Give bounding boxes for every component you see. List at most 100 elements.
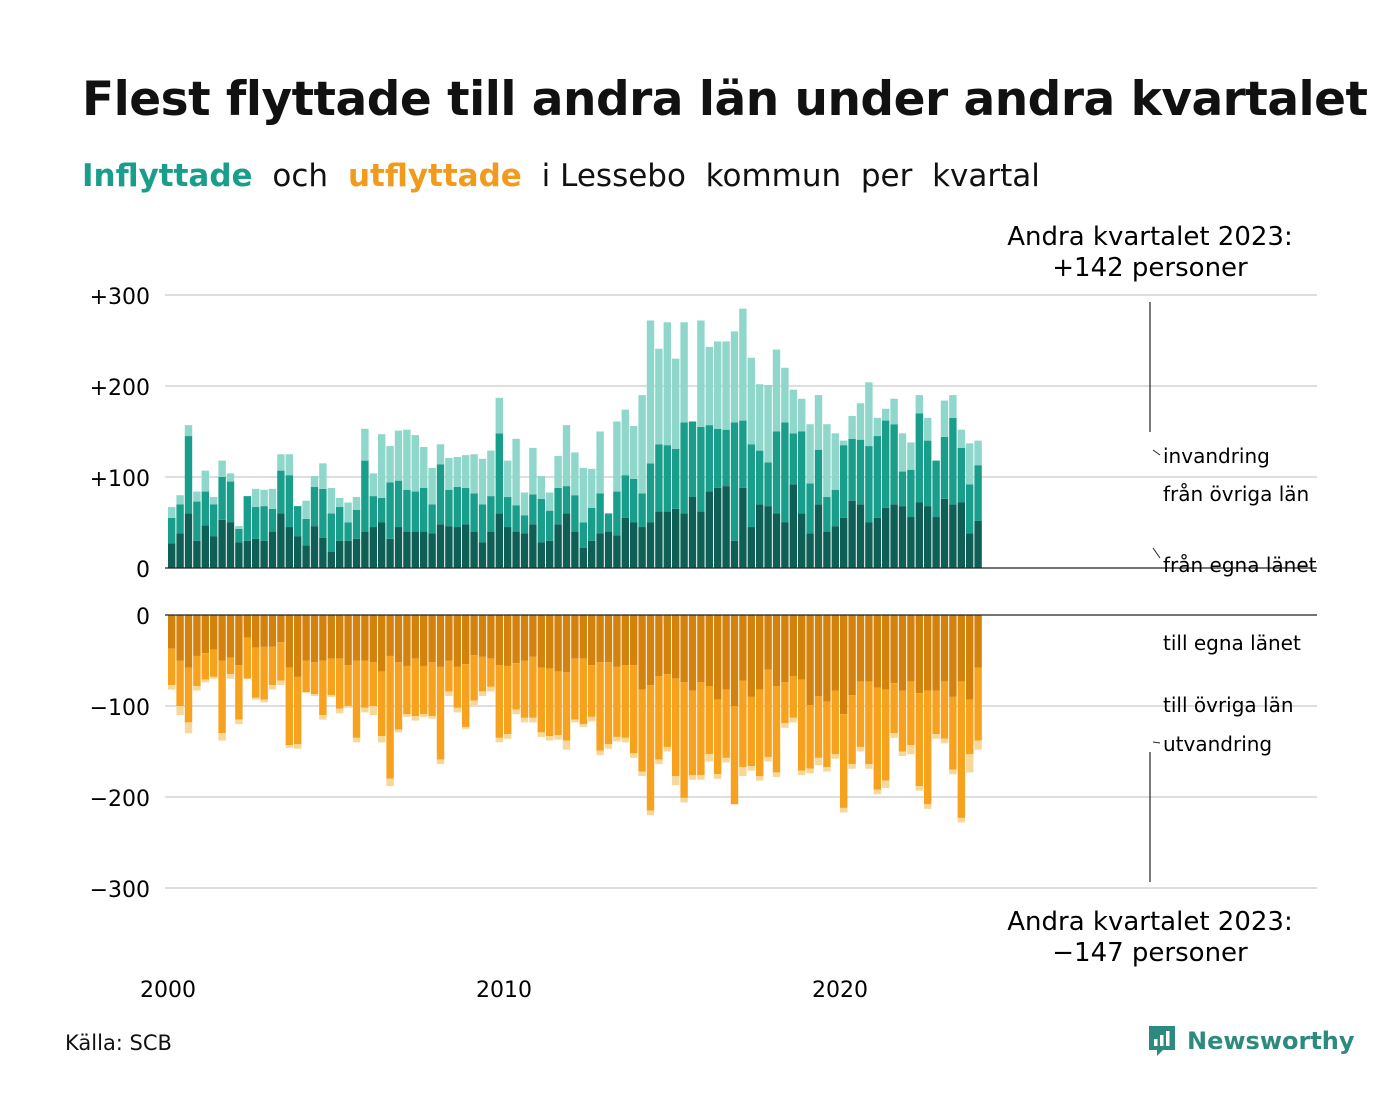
bar-in-segment <box>193 491 201 502</box>
bar-out-segment <box>294 676 302 745</box>
bar-out-segment <box>252 697 260 700</box>
bar-out-segment <box>974 667 982 741</box>
bar-in-segment <box>638 395 646 494</box>
bar-in-segment <box>184 425 193 437</box>
bar-out-segment <box>621 737 629 743</box>
bar-out-segment <box>856 615 865 682</box>
bar-out-segment <box>453 707 461 713</box>
bar-in-segment <box>663 445 671 512</box>
bar-out-segment <box>949 615 957 697</box>
bar-in-segment <box>714 428 722 488</box>
bar-out-segment <box>781 723 789 728</box>
bar-out-segment <box>218 615 226 661</box>
bar-out-segment <box>529 656 537 718</box>
bar-in-segment <box>764 462 772 507</box>
bar-in-segment <box>873 436 881 518</box>
legend-tick-invandring <box>1152 449 1161 456</box>
bar-in-segment <box>201 525 209 568</box>
bar-out-segment <box>546 736 554 741</box>
bar-in-segment <box>924 417 932 441</box>
bar-out-segment <box>630 753 638 758</box>
bar-in-segment <box>546 492 554 511</box>
bar-out-segment <box>478 691 487 696</box>
newsworthy-logo[interactable]: Newsworthy <box>1147 1024 1355 1058</box>
bar-in-segment <box>646 320 655 464</box>
bar-out-segment <box>462 664 470 727</box>
bar-in-segment <box>932 460 940 518</box>
bar-out-segment <box>344 706 352 708</box>
bar-out-segment <box>823 615 831 702</box>
bar-out-segment <box>537 667 545 733</box>
bar-out-segment <box>546 668 554 737</box>
bar-out-segment <box>672 776 680 786</box>
bar-in-segment <box>789 433 797 485</box>
bar-in-segment <box>420 487 428 532</box>
bar-out-segment <box>386 655 394 779</box>
bar-in-segment <box>756 384 764 451</box>
bar-out-segment <box>352 615 361 661</box>
bar-in-segment <box>420 531 428 568</box>
bar-in-segment <box>226 473 235 482</box>
bar-in-segment <box>579 522 587 548</box>
bar-in-segment <box>495 397 503 434</box>
bar-in-segment <box>856 504 865 568</box>
bar-out-segment <box>403 615 411 666</box>
bar-out-segment <box>411 658 419 717</box>
bar-out-segment <box>747 696 755 767</box>
bar-in-segment <box>688 421 697 498</box>
bar-out-segment <box>487 686 495 692</box>
bar-in-segment <box>512 438 520 506</box>
bar-in-segment <box>537 542 545 568</box>
bar-out-segment <box>571 615 579 659</box>
bar-out-segment <box>630 615 638 666</box>
bar-in-segment <box>630 426 638 479</box>
bar-out-segment <box>915 615 923 694</box>
bar-in-segment <box>344 502 352 523</box>
bar-out-segment <box>369 706 377 716</box>
bar-in-segment <box>260 489 268 507</box>
bar-out-segment <box>294 744 302 749</box>
bar-out-segment <box>898 615 907 691</box>
y-tick-label-bottom: −300 <box>90 878 150 903</box>
annotation-bottom-line1: Andra kvartalet 2023: <box>1007 907 1292 937</box>
bar-out-segment <box>680 615 688 683</box>
bar-in-segment <box>310 476 319 488</box>
bar-in-segment <box>714 487 722 568</box>
bar-in-segment <box>898 471 907 507</box>
bar-out-segment <box>890 683 898 734</box>
bar-out-segment <box>638 771 646 777</box>
annotation-bottom-line2: −147 personer <box>1052 938 1248 968</box>
bar-out-segment <box>260 699 268 703</box>
bar-out-segment <box>764 669 772 757</box>
bar-in-segment <box>814 449 823 505</box>
y-tick-label-top: 0 <box>136 558 150 583</box>
bar-in-segment <box>201 470 209 492</box>
bar-out-segment <box>806 615 814 706</box>
bar-in-segment <box>184 513 193 568</box>
bar-in-segment <box>252 488 260 508</box>
bar-out-segment <box>226 657 235 675</box>
legend-utvandring: utvandring <box>1163 732 1272 756</box>
bar-out-segment <box>697 682 705 776</box>
bar-out-segment <box>882 780 890 788</box>
bar-in-segment <box>579 547 587 568</box>
bar-out-segment <box>705 685 713 755</box>
bar-in-segment <box>562 425 571 487</box>
bar-out-segment <box>974 740 982 750</box>
bar-out-segment <box>361 707 369 713</box>
bar-out-segment <box>613 615 621 667</box>
bar-out-segment <box>646 685 655 811</box>
bar-out-segment <box>924 804 932 809</box>
bar-out-segment <box>588 615 596 666</box>
bar-in-segment <box>478 504 487 543</box>
bar-in-segment <box>915 502 923 568</box>
bar-in-segment <box>638 493 646 528</box>
bar-in-segment <box>285 454 293 476</box>
bar-out-segment <box>504 665 512 735</box>
bar-in-segment <box>529 494 537 525</box>
bar-in-segment <box>940 436 949 499</box>
bar-out-segment <box>789 615 797 676</box>
bar-out-segment <box>268 646 277 686</box>
bar-out-segment <box>915 786 923 791</box>
bar-in-segment <box>504 527 512 568</box>
